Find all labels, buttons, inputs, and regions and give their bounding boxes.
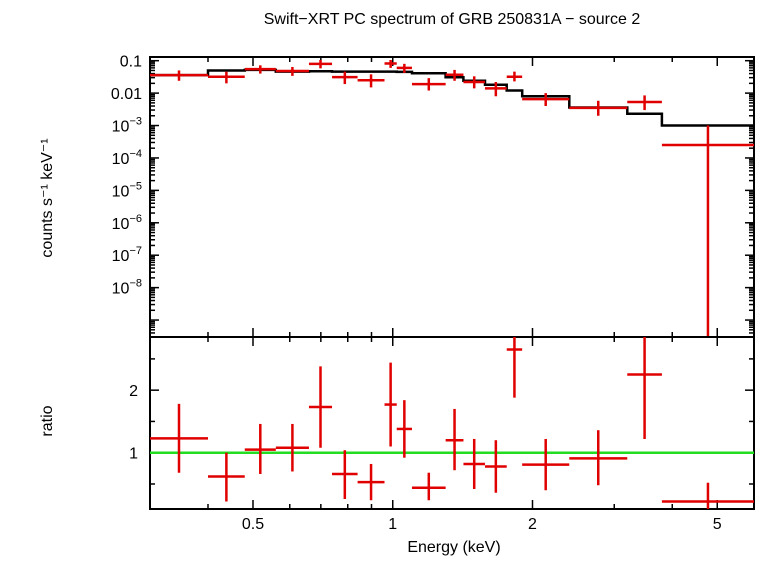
- spectrum-y-axis-label: counts s⁻¹ keV⁻¹: [39, 138, 56, 257]
- spectrum-y-tick-label: 10−7: [112, 245, 142, 265]
- spectrum-y-tick-label: 10−8: [112, 278, 142, 298]
- x-tick-label: 1: [388, 516, 397, 533]
- spectrum-y-tick-label: 10−6: [112, 213, 142, 233]
- spectrum-panel: 0.1 0.01 10−3 10−4 10−5 10−6 10−7 10−8: [111, 54, 755, 338]
- spectrum-y-tick-label: 0.01: [111, 86, 142, 103]
- x-tick-label: 0.5: [242, 516, 264, 533]
- ratio-y-tick-label: 2: [129, 383, 138, 400]
- spectrum-y-tick-label: 10−4: [112, 148, 142, 168]
- ratio-y-tick-label: 1: [129, 446, 138, 463]
- spectrum-y-tick-label: 10−3: [112, 116, 142, 136]
- spectrum-frame: [149, 56, 755, 338]
- x-axis-label: Energy (keV): [407, 539, 500, 556]
- spectrum-y-tick-label: 0.1: [120, 54, 142, 71]
- chart-title: Swift−XRT PC spectrum of GRB 250831A − s…: [264, 11, 641, 28]
- ratio-panel: 1 2 0.5 1 2 5: [129, 336, 755, 533]
- ratio-frame: [149, 336, 755, 510]
- model-step-line: [150, 68, 754, 127]
- x-tick-label: 2: [528, 516, 537, 533]
- spectrum-y-tick-label: 10−5: [112, 180, 142, 200]
- ratio-y-axis-label: ratio: [39, 405, 56, 436]
- x-tick-label: 5: [713, 516, 722, 533]
